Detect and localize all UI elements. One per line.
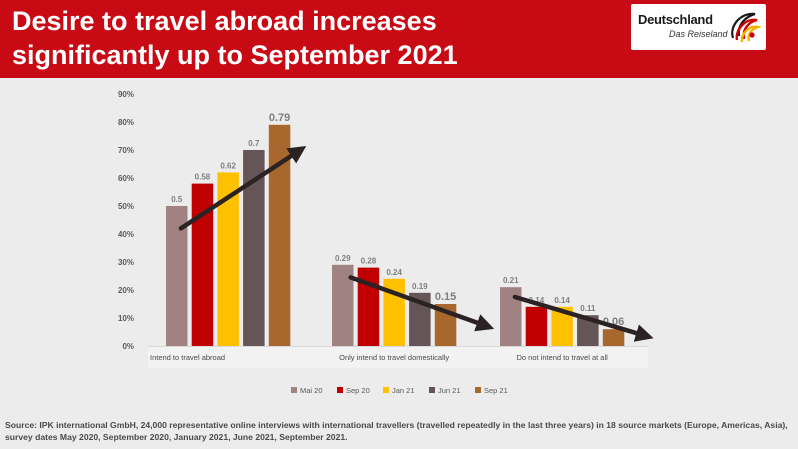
category-label: Only intend to travel domestically — [339, 353, 449, 362]
bar — [500, 287, 522, 346]
page-title: Desire to travel abroad increases signif… — [12, 4, 622, 72]
source-note: Source: IPK international GmbH, 24,000 r… — [5, 420, 788, 442]
y-tick-label: 0% — [122, 342, 134, 351]
legend-swatch — [291, 387, 297, 393]
bar — [191, 183, 214, 346]
bar — [602, 329, 625, 346]
trend-arrow — [348, 275, 495, 332]
data-label: 0.14 — [554, 296, 570, 305]
legend-swatch — [429, 387, 435, 393]
y-tick-label: 40% — [118, 230, 134, 239]
logo-tagline: Das Reiseland — [669, 29, 728, 39]
bar — [243, 150, 265, 346]
trend-arrow — [512, 294, 654, 342]
bar — [525, 306, 548, 346]
bar — [268, 124, 291, 346]
y-tick-label: 70% — [118, 146, 134, 155]
bar-chart: 0% 10% 20% 30% 40% 50% 60% 70% 80% 90% Intend to t… — [118, 90, 654, 395]
data-label: 0.28 — [361, 257, 377, 266]
category-band — [148, 346, 648, 368]
data-label: 0.15 — [435, 291, 456, 303]
data-label: 0.11 — [580, 304, 596, 313]
data-label: 0.29 — [335, 254, 351, 263]
data-label: 0.5 — [171, 195, 183, 204]
legend-label: Sep 21 — [484, 386, 508, 395]
y-tick-label: 60% — [118, 174, 134, 183]
data-label: 0.58 — [195, 173, 211, 182]
data-label: 0.7 — [248, 139, 260, 148]
data-label: 0.79 — [269, 112, 290, 124]
trend-arrow — [178, 146, 307, 231]
category-label: Do not intend to travel at all — [516, 353, 608, 362]
category-label: Intend to travel abroad — [150, 353, 225, 362]
bar — [551, 306, 573, 346]
legend-label: Jan 21 — [392, 386, 415, 395]
data-label: 0.62 — [220, 161, 236, 170]
title-line-1: Desire to travel abroad increases — [12, 6, 437, 36]
bar — [332, 264, 354, 346]
y-tick-label: 20% — [118, 286, 134, 295]
legend-swatch — [337, 387, 343, 393]
y-tick-label: 90% — [118, 90, 134, 99]
data-label: 0.21 — [503, 276, 519, 285]
data-label: 0.24 — [386, 268, 402, 277]
deutschland-logo: Deutschland Das Reiseland — [631, 4, 766, 50]
data-label: 0.14 — [529, 296, 545, 305]
bar — [217, 172, 239, 346]
legend-label: Mai 20 — [300, 386, 323, 395]
data-label: 0.19 — [412, 282, 428, 291]
legend-label: Jun 21 — [438, 386, 461, 395]
logo-swirl-icon — [731, 12, 761, 43]
legend-swatch — [383, 387, 389, 393]
y-tick-label: 80% — [118, 118, 134, 127]
header-banner: Desire to travel abroad increases signif… — [0, 0, 798, 78]
title-line-2: significantly up to September 2021 — [12, 40, 458, 70]
y-tick-label: 30% — [118, 258, 134, 267]
legend-label: Sep 20 — [346, 386, 370, 395]
chart-area: 0% 10% 20% 30% 40% 50% 60% 70% 80% 90% Intend to t… — [0, 78, 798, 408]
bar — [166, 206, 188, 346]
logo-name: Deutschland — [638, 12, 713, 27]
bar — [577, 315, 599, 346]
y-tick-label: 50% — [118, 202, 134, 211]
legend-swatch — [475, 387, 481, 393]
y-tick-label: 10% — [118, 314, 134, 323]
